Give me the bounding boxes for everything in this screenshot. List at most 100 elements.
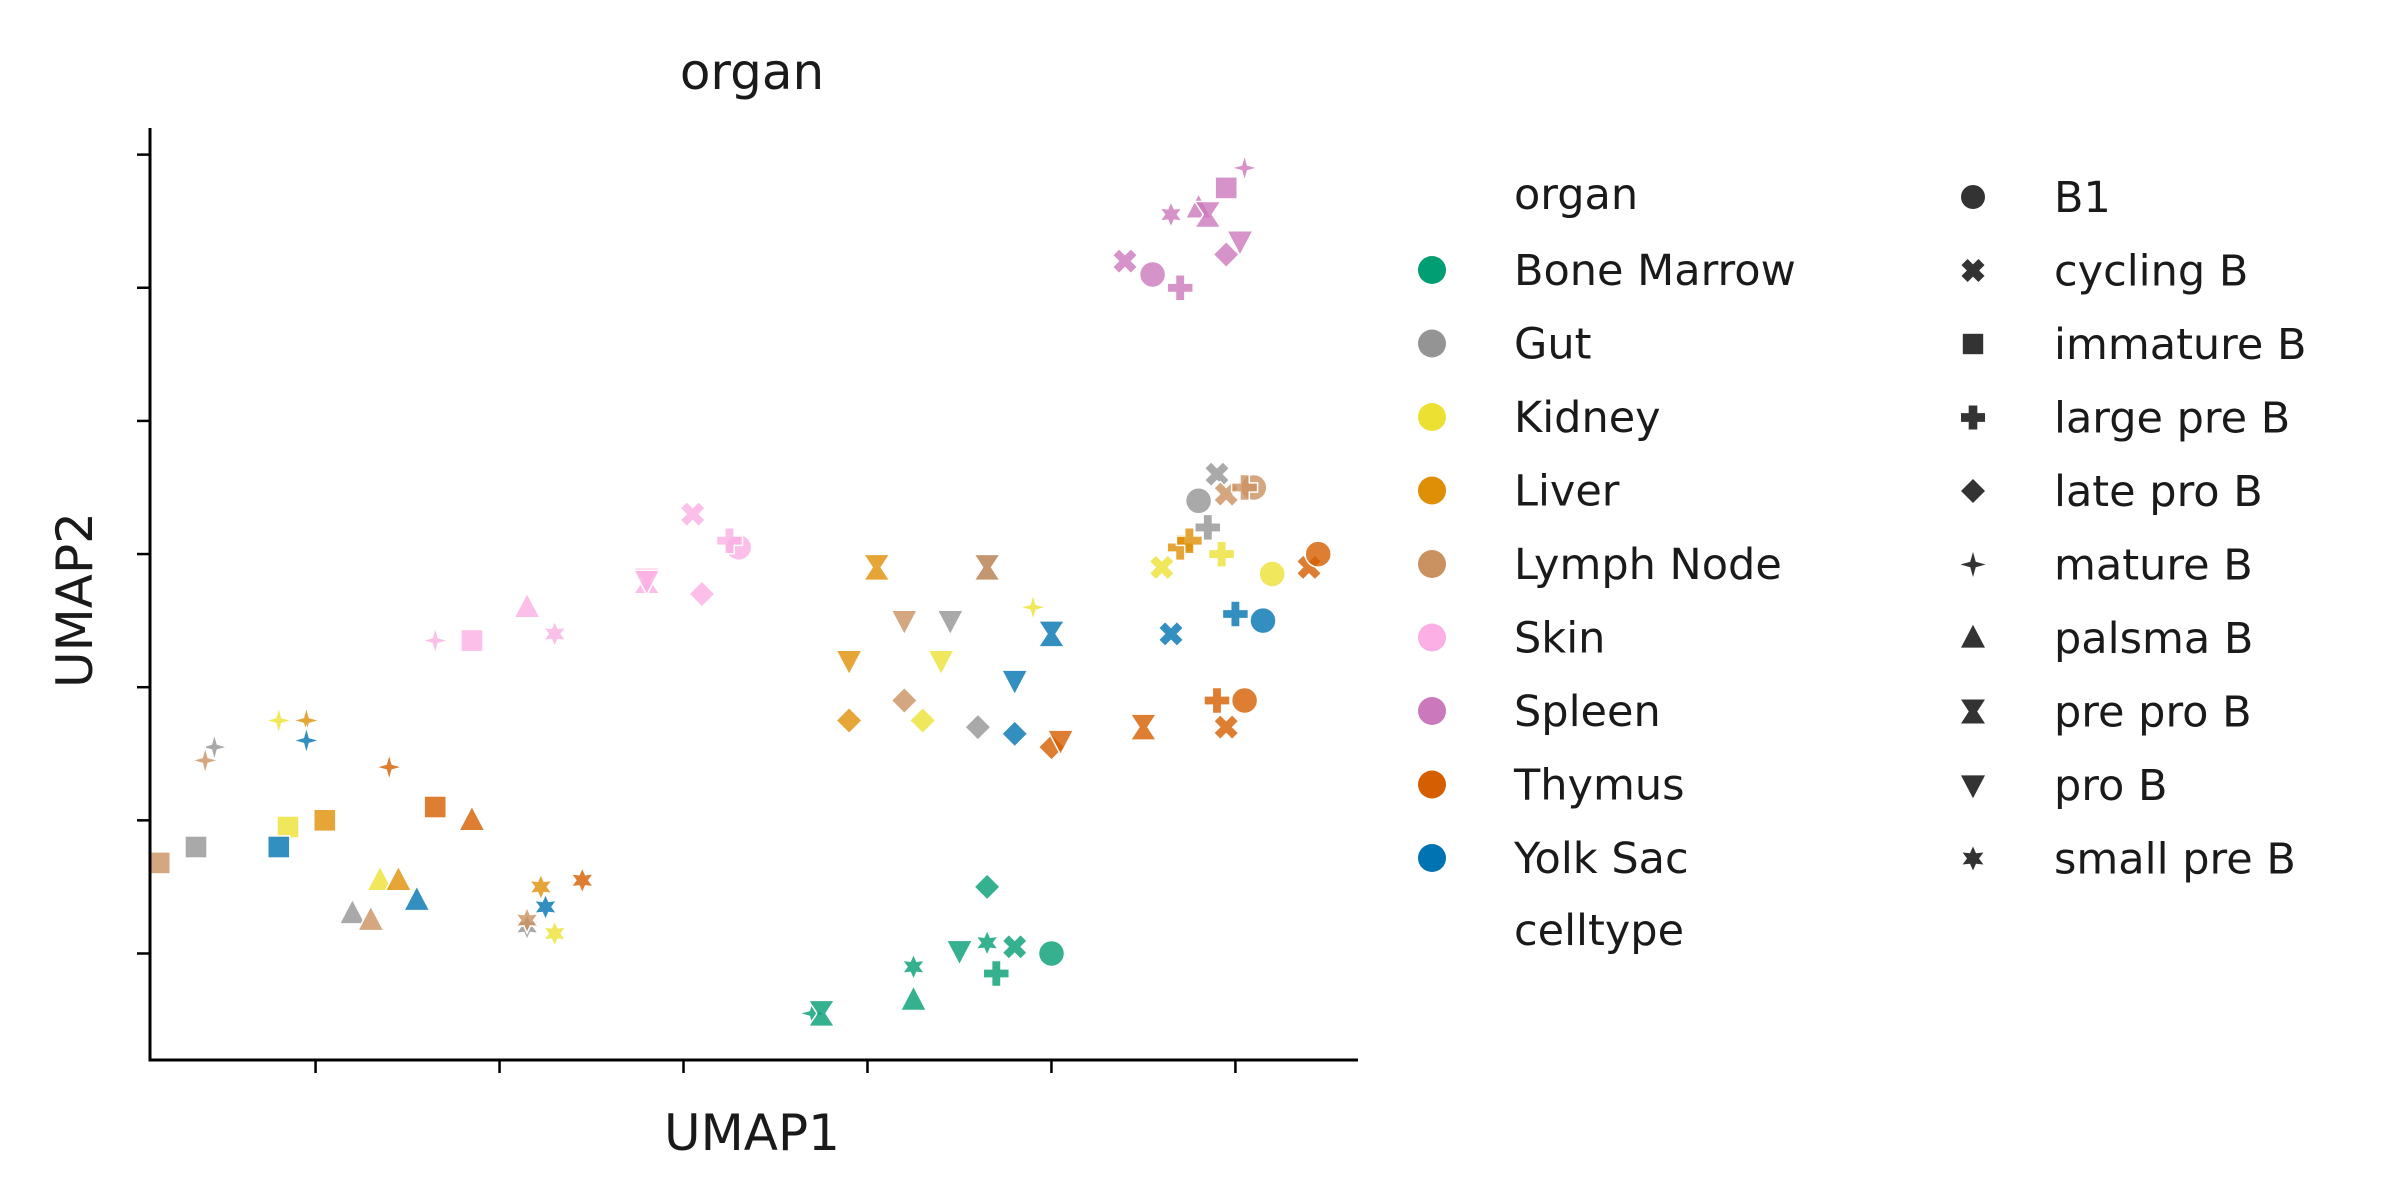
data-point [972, 553, 1002, 582]
data-point [1228, 151, 1262, 185]
data-point [945, 939, 974, 967]
legend-item-celltype: late pro B [1961, 467, 2263, 517]
data-point [532, 892, 559, 922]
data-point [1203, 460, 1231, 488]
data-point [632, 569, 661, 597]
data-point [1129, 713, 1158, 741]
legend-label: late pro B [2054, 467, 2263, 517]
data-point [1166, 274, 1194, 302]
data-point [365, 864, 395, 892]
x-ticks [314, 1060, 1237, 1073]
legend-marker [1961, 258, 1985, 283]
data-point [541, 918, 568, 949]
legend-label: Kidney [1514, 393, 1661, 443]
legend-label: pre pro B [2054, 688, 2252, 738]
legend-hue-entries: Bone Marrow Gut Kidney Liver Lymph Node Skin S… [1418, 246, 1796, 884]
data-point [1158, 199, 1184, 230]
data-point [900, 951, 927, 982]
legend-item-celltype: mature B [1960, 541, 2253, 591]
y-ticks [137, 153, 150, 955]
data-point [1000, 669, 1029, 697]
legend-label: Lymph Node [1514, 540, 1782, 590]
data-point [1111, 247, 1139, 275]
legend-item-celltype: immature B [1962, 320, 2307, 370]
legend-item-celltype: cycling B [1961, 247, 2248, 297]
data-point [1138, 260, 1167, 289]
data-point [1000, 719, 1029, 748]
data-point [1037, 620, 1066, 648]
data-point [1212, 240, 1241, 269]
data-point [1214, 176, 1238, 200]
legend-swatch [1418, 550, 1446, 578]
data-point [266, 835, 291, 859]
data-point [679, 500, 707, 528]
data-point [890, 609, 919, 637]
data-point [402, 884, 432, 912]
legend-label: Yolk Sac [1513, 834, 1689, 884]
data-point [338, 897, 367, 925]
data-point [372, 750, 406, 784]
legend-style-title: celltype [1514, 906, 1684, 956]
data-point [1225, 230, 1255, 258]
legend-label: Thymus [1513, 761, 1685, 811]
data-point [1175, 526, 1204, 555]
data-point [1184, 487, 1213, 515]
data-point [528, 872, 554, 902]
data-point [356, 904, 386, 932]
data-point [457, 804, 487, 832]
data-point [1249, 606, 1277, 635]
legend-swatch [1418, 403, 1446, 431]
legend-marker [1961, 699, 1985, 724]
data-point [1193, 200, 1223, 229]
legend-item-celltype: pro B [1961, 761, 2168, 811]
data-point [289, 724, 323, 757]
data-point [569, 865, 596, 896]
data-point [908, 706, 937, 735]
legend-label: large pre B [2054, 394, 2290, 444]
legend-marker [1961, 624, 1985, 648]
data-point [147, 851, 171, 875]
legend-swatch [1418, 476, 1446, 505]
legend-label: palsma B [2054, 614, 2253, 664]
legend-label: Bone Marrow [1514, 246, 1796, 296]
data-point [423, 795, 448, 819]
data-point [184, 835, 208, 859]
data-point [1230, 473, 1259, 502]
data-point [460, 628, 484, 653]
data-point [982, 959, 1011, 988]
data-point [936, 609, 965, 637]
data-point [963, 713, 992, 742]
legend-item-organ: Kidney [1418, 393, 1661, 443]
data-point [1148, 553, 1176, 581]
legend-label: small pre B [2054, 835, 2296, 885]
data-point [1001, 933, 1029, 961]
legend-label: Gut [1514, 320, 1591, 370]
legend-style-entries: B1 cycling B immature B large pre B late pro… [1960, 173, 2307, 885]
data-point [807, 999, 836, 1028]
data-point [1194, 513, 1222, 542]
legend-item-organ: Thymus [1418, 761, 1685, 811]
legend-item-organ: Yolk Sac [1418, 834, 1689, 884]
data-point [835, 706, 864, 735]
legend-label: immature B [2054, 320, 2307, 370]
data-point [890, 686, 919, 715]
data-point [899, 984, 928, 1012]
data-point [1221, 600, 1250, 628]
legend-swatch [1418, 623, 1446, 652]
legend-label: pro B [2054, 761, 2168, 811]
legend-swatch [1418, 844, 1446, 872]
data-point [1037, 939, 1066, 968]
legend-marker [1961, 405, 1985, 430]
legend-item-celltype: large pre B [1961, 394, 2290, 444]
data-point [1046, 729, 1075, 757]
data-point [512, 591, 542, 619]
legend-label: B1 [2054, 173, 2111, 223]
legend-hue-title: organ [1514, 170, 1638, 220]
legend-item-celltype: B1 [1961, 173, 2111, 223]
legend-marker [1960, 551, 1986, 578]
legend-label: Spleen [1514, 687, 1661, 737]
legend-label: cycling B [2054, 247, 2248, 297]
data-point [1230, 686, 1259, 715]
data-point [541, 619, 568, 649]
